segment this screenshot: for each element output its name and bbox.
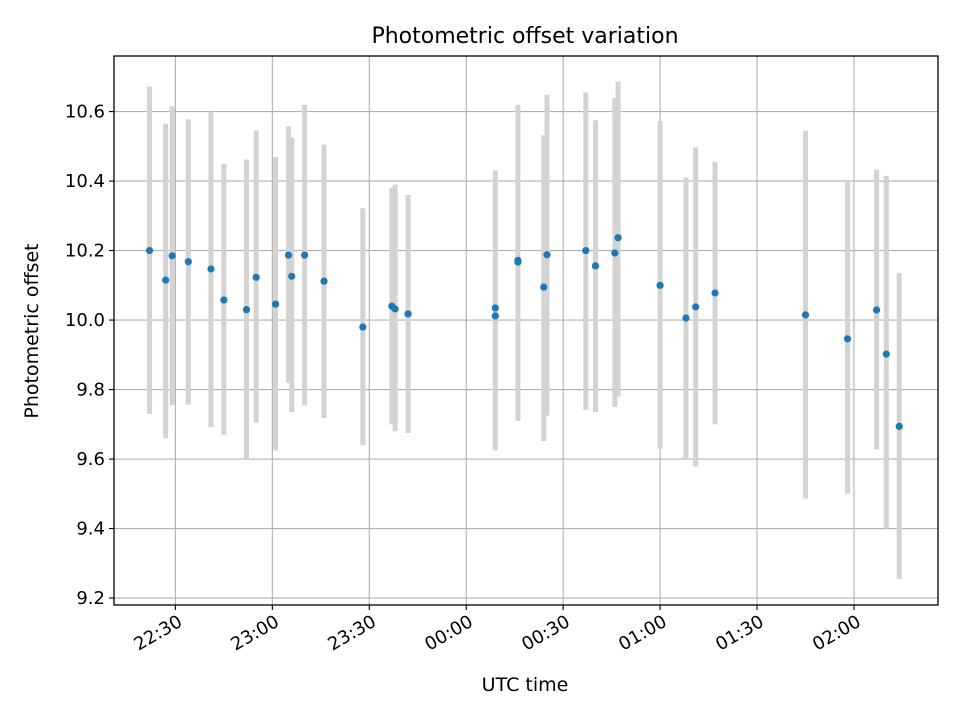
data-point bbox=[404, 310, 412, 318]
data-point bbox=[391, 305, 399, 313]
grid bbox=[114, 56, 938, 605]
x-tick-label: 22:30 bbox=[130, 611, 185, 655]
y-tick-label: 9.4 bbox=[76, 519, 105, 540]
y-tick-label: 9.2 bbox=[76, 588, 105, 609]
data-point bbox=[271, 300, 280, 308]
x-tick-label: 02:00 bbox=[809, 611, 864, 655]
data-point bbox=[582, 246, 590, 255]
data-point bbox=[614, 234, 622, 242]
data-point bbox=[801, 311, 810, 319]
y-tick-label: 9.6 bbox=[76, 449, 105, 470]
y-axis-ticks: 9.2 9.4 9.6 9.8 10.0 10.2 10.4 10.6 bbox=[65, 102, 114, 609]
data-point bbox=[873, 306, 881, 314]
data-point bbox=[288, 272, 296, 280]
x-tick-label: 23:00 bbox=[227, 611, 282, 655]
x-axis-ticks: 22:30 23:00 23:30 00:00 00:30 01:00 01:30 02:00 bbox=[130, 605, 864, 655]
y-tick-label: 9.8 bbox=[76, 380, 105, 401]
x-axis-label: UTC time bbox=[482, 674, 569, 696]
data-point bbox=[692, 303, 700, 311]
data-point bbox=[301, 251, 309, 259]
errorbars bbox=[147, 81, 902, 579]
data-point bbox=[895, 422, 903, 431]
plot-frame bbox=[113, 55, 939, 606]
data-point bbox=[611, 249, 619, 257]
data-point bbox=[284, 251, 293, 259]
data-point bbox=[242, 306, 251, 314]
x-tick-label: 00:00 bbox=[421, 611, 476, 655]
data-point bbox=[207, 265, 215, 273]
data-point bbox=[252, 273, 260, 281]
data-point bbox=[320, 277, 328, 285]
x-tick-label: 00:30 bbox=[518, 611, 573, 655]
data-point bbox=[491, 312, 499, 320]
data-point bbox=[168, 252, 176, 260]
data-point bbox=[514, 258, 522, 266]
data-point bbox=[591, 262, 600, 270]
data-point bbox=[682, 314, 690, 322]
data-point bbox=[145, 246, 154, 255]
data-point bbox=[843, 335, 852, 343]
x-tick-label: 01:30 bbox=[712, 611, 767, 655]
x-tick-label: 23:30 bbox=[324, 611, 379, 655]
data-point bbox=[184, 258, 192, 266]
y-axis-label: Photometric offset bbox=[21, 243, 43, 418]
data-point bbox=[220, 296, 228, 304]
y-tick-label: 10.2 bbox=[65, 241, 105, 262]
data-point bbox=[711, 289, 719, 297]
data-point bbox=[162, 276, 170, 284]
data-points bbox=[145, 234, 903, 431]
data-point bbox=[882, 350, 890, 358]
chart-title: Photometric offset variation bbox=[371, 24, 678, 49]
y-tick-label: 10.0 bbox=[65, 310, 105, 331]
data-point bbox=[540, 283, 548, 291]
y-tick-label: 10.4 bbox=[65, 171, 105, 192]
data-point bbox=[491, 304, 499, 312]
data-point bbox=[359, 323, 367, 331]
data-point bbox=[543, 251, 551, 259]
y-tick-label: 10.6 bbox=[65, 102, 105, 123]
data-point bbox=[656, 281, 664, 289]
x-tick-label: 01:00 bbox=[615, 611, 670, 655]
